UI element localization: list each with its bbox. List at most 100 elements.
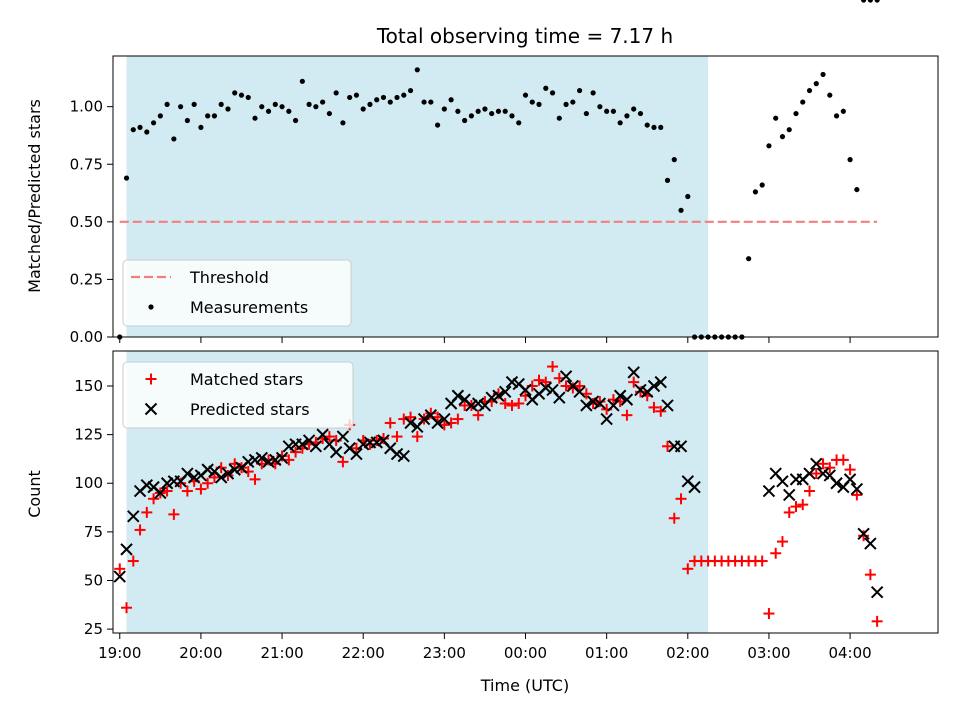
predicted-star-point: [870, 585, 884, 599]
legend-measurements-swatch: [148, 304, 154, 310]
measurement-point: [685, 193, 691, 200]
predicted-star-point: [350, 447, 363, 461]
top-y-axis-label: Matched/Predicted stars: [25, 99, 44, 293]
measurement-point: [171, 136, 177, 142]
measurement-point: [800, 99, 806, 105]
matched-star-point: [594, 396, 606, 408]
measurement-point: [184, 117, 190, 124]
predicted-star-point: [607, 399, 620, 412]
top-panel: 0.00 0.25 0.50 0.75 1.00 Threshold Measurement…: [70, 0, 939, 346]
bottom-y-tick-label: 25: [84, 620, 103, 638]
matched-star-point: [858, 530, 870, 542]
measurement-point: [806, 87, 813, 94]
matched-star-point: [181, 485, 193, 497]
measurement-point: [644, 122, 650, 128]
x-tick-label: 03:00: [747, 644, 790, 662]
measurement-point: [624, 113, 630, 119]
measurement-point: [137, 124, 143, 131]
measurement-point: [353, 92, 360, 98]
matched-star-point: [770, 547, 782, 559]
predicted-star-point: [404, 416, 417, 430]
matched-star-point: [290, 446, 302, 458]
measurement-point: [455, 108, 461, 114]
measurement-point: [752, 189, 759, 195]
predicted-star-point: [654, 375, 667, 389]
matched-star-point: [797, 499, 809, 511]
measurement-point: [522, 92, 529, 98]
matched-star-point: [452, 413, 464, 425]
measurement-point: [434, 122, 441, 128]
measurement-point: [576, 87, 583, 94]
measurement-point: [272, 101, 278, 107]
predicted-star-point: [627, 366, 640, 379]
bottom-y-tick-label: 50: [84, 571, 103, 589]
matched-star-point: [506, 399, 518, 411]
measurement-point: [861, 0, 867, 3]
measurement-point: [333, 90, 339, 96]
measurement-point: [651, 124, 657, 131]
predicted-star-point: [255, 451, 268, 465]
matched-star-point: [533, 374, 545, 386]
matched-star-point: [662, 440, 674, 452]
predicted-star-point: [417, 412, 431, 426]
predicted-star-point: [397, 449, 410, 463]
predicted-star-point: [275, 451, 289, 465]
bottom-y-tick-label: 125: [74, 426, 103, 444]
matched-star-point: [547, 361, 559, 373]
measurement-point: [279, 104, 285, 110]
predicted-star-point: [553, 391, 566, 404]
predicted-star-point: [810, 457, 823, 471]
predicted-star-point: [451, 389, 465, 402]
legend-matched-swatch: [145, 373, 157, 385]
measurement-point: [130, 127, 136, 133]
predicted-star-point: [214, 471, 228, 484]
measurement-point: [678, 207, 684, 213]
x-tick-label: 20:00: [179, 644, 222, 662]
measurement-point: [441, 106, 447, 112]
measurement-point: [259, 104, 265, 110]
measurement-point: [448, 97, 454, 103]
measurement-point: [516, 120, 522, 126]
measurement-point: [475, 108, 481, 114]
predicted-star-point: [762, 484, 776, 498]
matched-star-point: [648, 401, 660, 413]
bottom-legend-box: [122, 361, 354, 429]
matched-star-point: [817, 458, 829, 470]
predicted-star-point: [492, 389, 505, 402]
predicted-star-point: [613, 389, 627, 402]
matched-star-point: [411, 431, 423, 443]
legend-matched-label: Matched stars: [190, 370, 303, 389]
matched-star-point: [540, 376, 552, 388]
top-y-tick-label: 0.00: [70, 328, 103, 346]
x-tick-label: 02:00: [666, 644, 709, 662]
bottom-y-tick-label: 150: [74, 377, 103, 395]
measurement-point: [671, 157, 677, 163]
predicted-star-point: [316, 428, 329, 441]
bottom-legend: Matched stars Predicted stars: [122, 361, 354, 429]
predicted-star-point: [647, 379, 661, 393]
measurement-point: [401, 92, 407, 98]
measurement-point: [144, 129, 150, 135]
measurement-point: [238, 92, 245, 98]
measurement-point: [766, 143, 772, 149]
matched-star-point: [810, 468, 822, 480]
predicted-star-point: [573, 385, 586, 399]
x-tick-label: 23:00: [423, 644, 466, 662]
measurement-point: [482, 106, 488, 112]
measurement-point: [543, 85, 549, 91]
measurement-point: [563, 101, 569, 107]
measurement-point: [664, 177, 671, 183]
top-plot-frame: [112, 55, 939, 338]
predicted-star-point: [499, 385, 512, 399]
top-y-tick-label: 0.75: [70, 155, 103, 173]
measurement-point: [394, 94, 400, 101]
matched-star-point: [844, 464, 856, 476]
matched-star-point: [472, 409, 484, 421]
predicted-star-point: [431, 416, 444, 430]
matched-star-point: [574, 380, 586, 392]
predicted-star-point: [580, 399, 593, 412]
measurement-point: [198, 124, 204, 131]
predicted-star-point: [221, 467, 235, 480]
measurement-point: [495, 108, 502, 114]
